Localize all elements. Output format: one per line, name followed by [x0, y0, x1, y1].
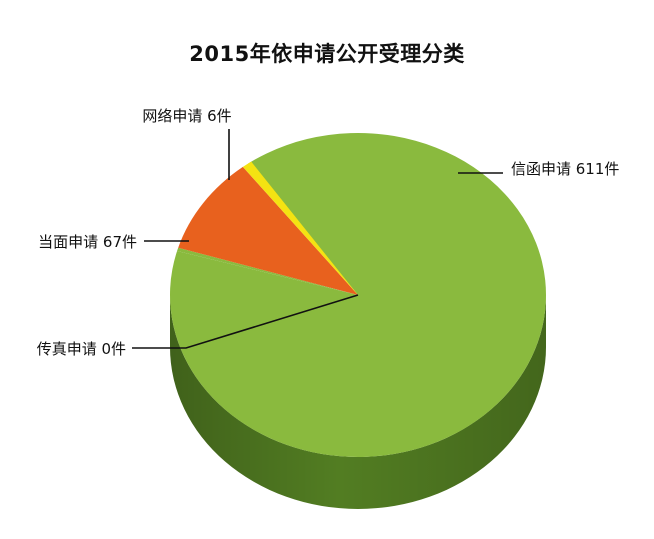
pie-side-wall	[170, 295, 546, 509]
chart-title: 2015年依申请公开受理分类	[189, 42, 465, 66]
leader-line	[132, 294, 359, 349]
leader-lines	[132, 129, 503, 349]
pie-slice	[177, 247, 358, 295]
pie-side-shade	[170, 295, 546, 509]
slice-label: 当面申请 67件	[38, 233, 137, 251]
pie-slice	[178, 166, 358, 295]
slice-label: 信函申请 611件	[511, 160, 619, 178]
pie-slice	[242, 161, 358, 295]
slice-label: 传真申请 0件	[37, 340, 126, 358]
slice-label: 网络申请 6件	[142, 107, 231, 125]
